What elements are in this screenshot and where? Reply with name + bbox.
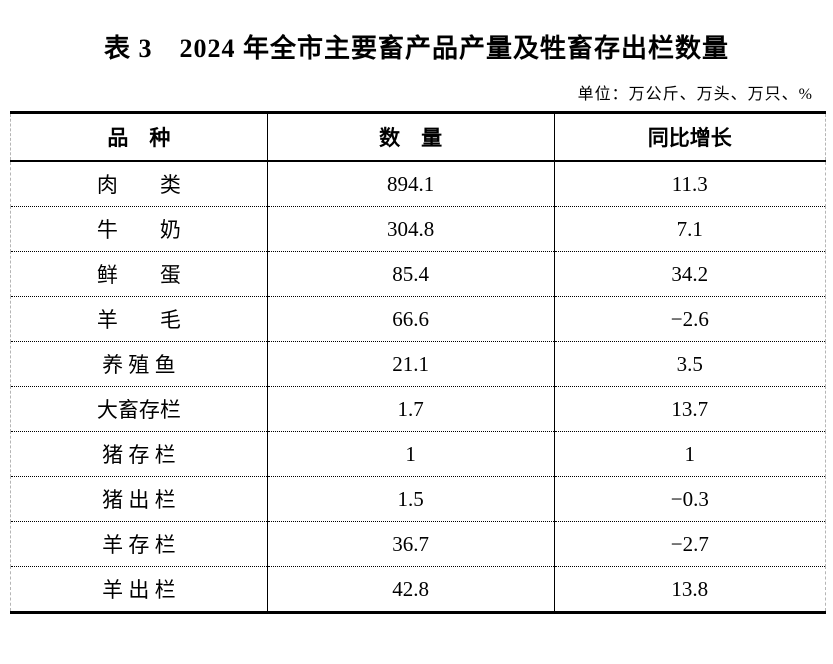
growth-cell: 7.1 [553, 206, 826, 252]
table-row: 羊 存 栏 36.7 −2.7 [10, 521, 826, 567]
quantity-cell: 1 [266, 431, 555, 477]
category-cell: 猪 存 栏 [10, 431, 268, 477]
growth-cell: 1 [553, 431, 826, 477]
growth-cell: 13.8 [553, 566, 826, 613]
header-row: 品 种 数 量 同比增长 [10, 112, 826, 163]
growth-cell: −0.3 [553, 476, 826, 522]
growth-cell: −2.7 [553, 521, 826, 567]
table-body: 肉 类 894.1 11.3 牛 奶 304.8 7.1 鲜 蛋 85.4 34.2 羊 毛 66.… [10, 161, 826, 613]
category-cell: 羊 出 栏 [10, 566, 268, 613]
growth-cell: 13.7 [553, 386, 826, 432]
column-header-category: 品 种 [10, 112, 268, 163]
category-cell: 羊 毛 [10, 296, 268, 342]
table-row: 养 殖 鱼 21.1 3.5 [10, 341, 826, 387]
unit-note: 单位：万公斤、万头、万只、% [577, 85, 813, 103]
table-row: 大畜存栏 1.7 13.7 [10, 386, 826, 432]
document-page: 表 3 2024 年全市主要畜产品产量及牲畜存出栏数量 单位：万公斤、万头、万只… [0, 34, 833, 664]
table-row: 肉 类 894.1 11.3 [11, 161, 826, 207]
category-cell: 猪 出 栏 [10, 476, 268, 522]
quantity-cell: 36.7 [266, 521, 555, 567]
growth-cell: 34.2 [553, 251, 826, 297]
quantity-cell: 85.4 [266, 251, 555, 297]
category-cell: 养 殖 鱼 [10, 341, 268, 387]
table-row: 羊 毛 66.6 −2.6 [10, 296, 826, 342]
table-row: 牛 奶 304.8 7.1 [10, 206, 826, 252]
table-row: 羊 出 栏 42.8 13.8 [10, 566, 826, 613]
table-title: 表 3 2024 年全市主要畜产品产量及牲畜存出栏数量 [103, 34, 729, 63]
category-cell: 肉 类 [96, 173, 181, 198]
growth-cell: −2.6 [553, 296, 826, 342]
growth-cell: 3.5 [553, 341, 826, 387]
category-cell: 牛 奶 [10, 206, 268, 252]
category-cell: 鲜 蛋 [10, 251, 268, 297]
growth-cell: 11.3 [553, 161, 826, 207]
category-cell: 羊 存 栏 [10, 521, 268, 567]
quantity-cell: 66.6 [266, 296, 555, 342]
quantity-cell: 304.8 [266, 206, 555, 252]
quantity-cell: 1.7 [266, 386, 555, 432]
table-row: 鲜 蛋 85.4 34.2 [10, 251, 826, 297]
category-cell: 大畜存栏 [10, 386, 268, 432]
column-header-quantity: 数 量 [266, 112, 555, 163]
column-header-growth: 同比增长 [553, 112, 826, 163]
table-row: 猪 出 栏 1.5 −0.3 [10, 476, 826, 522]
quantity-cell: 21.1 [266, 341, 555, 387]
quantity-cell: 894.1 [266, 161, 555, 207]
quantity-cell: 42.8 [266, 566, 555, 613]
quantity-cell: 1.5 [266, 476, 555, 522]
